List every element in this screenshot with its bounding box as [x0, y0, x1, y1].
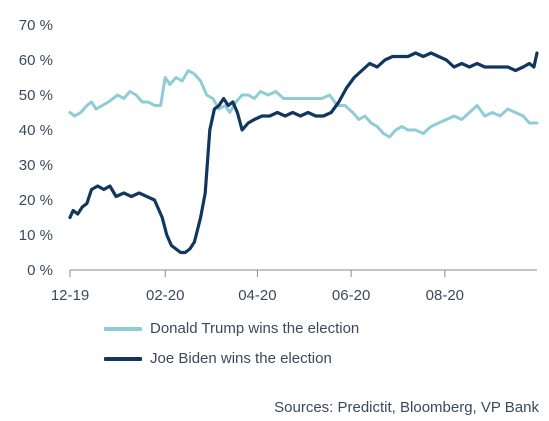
legend-label-trump: Donald Trump wins the election — [150, 320, 360, 337]
y-tick-label: 30 % — [19, 157, 53, 174]
y-tick-label: 60 % — [19, 52, 53, 69]
series-line-trump — [68, 69, 539, 139]
x-tick-label: 12-19 — [51, 287, 89, 304]
series-lines — [68, 51, 539, 255]
election-odds-chart: 0 % 10 % 20 % 30 % 40 % 50 % 60 % 70 % 12-19 02-… — [19, 17, 539, 304]
y-tick-label: 40 % — [19, 122, 53, 139]
legend-item-biden: Joe Biden wins the election — [104, 350, 332, 367]
legend-swatch-trump — [104, 326, 142, 331]
y-tick-label: 0 % — [27, 262, 53, 279]
x-axis-ticks: 12-19 02-20 04-20 06-20 08-20 — [51, 270, 464, 304]
y-tick-label: 10 % — [19, 227, 53, 244]
y-tick-label: 20 % — [19, 192, 53, 209]
y-tick-label: 50 % — [19, 87, 53, 104]
x-tick-label: 04-20 — [238, 287, 276, 304]
source-note: Sources: Predictit, Bloomberg, VP Bank — [274, 399, 539, 416]
legend-label-biden: Joe Biden wins the election — [150, 350, 332, 367]
legend-item-trump: Donald Trump wins the election — [104, 320, 359, 337]
y-tick-label: 70 % — [19, 17, 53, 34]
legend-swatch-biden — [104, 356, 142, 361]
x-tick-label: 08-20 — [426, 287, 464, 304]
x-tick-label: 06-20 — [332, 287, 370, 304]
x-tick-label: 02-20 — [146, 287, 184, 304]
y-axis-ticks: 0 % 10 % 20 % 30 % 40 % 50 % 60 % 70 % — [19, 17, 53, 279]
series-line-biden — [68, 51, 539, 255]
